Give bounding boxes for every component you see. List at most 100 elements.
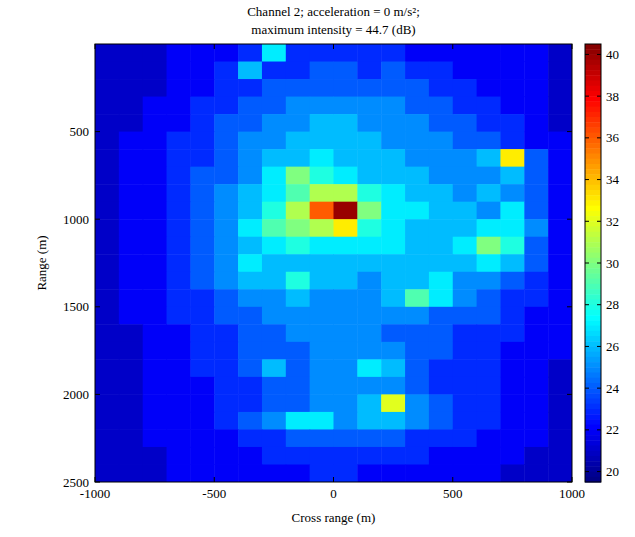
cell <box>429 394 453 412</box>
colorbar-segment <box>585 346 601 352</box>
cell <box>310 254 334 272</box>
y-tick-label: 1500 <box>63 299 89 314</box>
cell <box>262 307 286 325</box>
cell <box>548 202 572 220</box>
cell <box>405 62 429 80</box>
cell <box>262 412 286 430</box>
cell <box>405 44 429 62</box>
y-tick <box>95 131 100 132</box>
cell <box>381 307 405 325</box>
cell <box>262 272 286 290</box>
cell <box>453 447 477 465</box>
cell <box>310 237 334 255</box>
cell <box>286 377 310 395</box>
cell <box>95 307 119 325</box>
cell <box>119 324 143 342</box>
cell <box>500 114 524 132</box>
cell <box>405 307 429 325</box>
cell <box>548 219 572 237</box>
colorbar-segment <box>585 169 601 175</box>
cell <box>524 167 548 185</box>
colorbar-segment <box>585 200 601 206</box>
colorbar-tick <box>597 137 601 138</box>
cell <box>262 132 286 150</box>
cell <box>524 359 548 377</box>
cell <box>167 79 191 97</box>
cell <box>453 412 477 430</box>
cell <box>167 342 191 360</box>
cell <box>548 394 572 412</box>
cell <box>334 97 358 115</box>
cell <box>334 429 358 447</box>
cell <box>119 237 143 255</box>
cell <box>357 289 381 307</box>
cell <box>143 464 167 482</box>
cell <box>167 202 191 220</box>
cell <box>286 219 310 237</box>
cell <box>310 377 334 395</box>
cell <box>238 149 262 167</box>
cell <box>95 447 119 465</box>
cell <box>381 44 405 62</box>
cell <box>477 149 501 167</box>
cell <box>190 447 214 465</box>
cell <box>119 184 143 202</box>
x-tick <box>572 44 573 49</box>
colorbar-segment <box>585 404 601 410</box>
cell <box>453 289 477 307</box>
cell <box>429 167 453 185</box>
cell <box>262 97 286 115</box>
cell <box>143 62 167 80</box>
cell <box>453 429 477 447</box>
cell <box>167 359 191 377</box>
cell <box>119 254 143 272</box>
cell <box>453 132 477 150</box>
cell <box>214 114 238 132</box>
cell <box>524 254 548 272</box>
cell <box>334 307 358 325</box>
cell <box>310 289 334 307</box>
cell <box>429 412 453 430</box>
cell <box>143 394 167 412</box>
x-tick-label: -500 <box>202 486 226 501</box>
colorbar-tick <box>597 54 601 55</box>
cell <box>310 202 334 220</box>
cell <box>262 167 286 185</box>
cell <box>357 359 381 377</box>
cell <box>95 44 119 62</box>
colorbar-segment <box>585 91 601 97</box>
cell <box>500 394 524 412</box>
cell <box>119 114 143 132</box>
cell <box>167 464 191 482</box>
cell <box>477 167 501 185</box>
colorbar-tick-label: 22 <box>606 422 619 437</box>
cell <box>548 254 572 272</box>
cell <box>548 97 572 115</box>
cell <box>119 272 143 290</box>
colorbar-segment <box>585 399 601 405</box>
cell <box>238 324 262 342</box>
colorbar-tick <box>585 221 589 222</box>
colorbar-segment <box>585 174 601 180</box>
cell <box>95 377 119 395</box>
cell <box>381 272 405 290</box>
cell <box>548 149 572 167</box>
colorbar-tick-label: 40 <box>606 47 619 62</box>
cell <box>500 132 524 150</box>
cell <box>238 289 262 307</box>
cell <box>357 324 381 342</box>
cell <box>524 219 548 237</box>
colorbar-segment <box>585 75 601 81</box>
colorbar-tick <box>597 96 601 97</box>
cell <box>119 62 143 80</box>
cell <box>95 79 119 97</box>
cell <box>238 184 262 202</box>
cell <box>334 219 358 237</box>
cell <box>238 377 262 395</box>
colorbar-segment <box>585 138 601 144</box>
colorbar-segment <box>585 373 601 379</box>
cell <box>477 114 501 132</box>
cell <box>548 167 572 185</box>
cell <box>214 254 238 272</box>
cell <box>214 44 238 62</box>
